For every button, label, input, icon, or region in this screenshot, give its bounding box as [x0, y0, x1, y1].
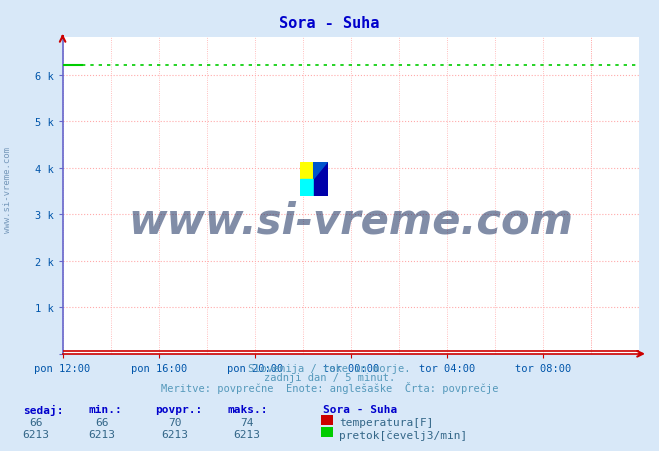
Text: temperatura[F]: temperatura[F]: [339, 417, 434, 427]
Text: 6213: 6213: [23, 429, 49, 439]
Text: Sora - Suha: Sora - Suha: [279, 16, 380, 31]
Text: www.si-vreme.com: www.si-vreme.com: [129, 201, 573, 242]
Text: 66: 66: [30, 417, 43, 427]
Text: Sora - Suha: Sora - Suha: [323, 404, 397, 414]
Polygon shape: [314, 162, 328, 179]
Text: 74: 74: [241, 417, 254, 427]
Text: povpr.:: povpr.:: [155, 404, 202, 414]
Text: Slovenija / reke in morje.: Slovenija / reke in morje.: [248, 363, 411, 373]
Text: www.si-vreme.com: www.si-vreme.com: [3, 147, 13, 232]
Text: 66: 66: [96, 417, 109, 427]
Text: maks.:: maks.:: [227, 404, 268, 414]
Text: Meritve: povprečne  Enote: anglešaške  Črta: povprečje: Meritve: povprečne Enote: anglešaške Črt…: [161, 381, 498, 393]
Bar: [300, 162, 314, 179]
Bar: [314, 162, 328, 196]
Text: zadnji dan / 5 minut.: zadnji dan / 5 minut.: [264, 372, 395, 382]
Text: 6213: 6213: [161, 429, 188, 439]
Text: pretok[čevelj3/min]: pretok[čevelj3/min]: [339, 429, 468, 440]
Text: sedaj:: sedaj:: [23, 404, 63, 414]
Bar: [300, 179, 314, 196]
Text: 6213: 6213: [89, 429, 115, 439]
Text: 70: 70: [168, 417, 181, 427]
Text: min.:: min.:: [89, 404, 123, 414]
Text: 6213: 6213: [234, 429, 260, 439]
